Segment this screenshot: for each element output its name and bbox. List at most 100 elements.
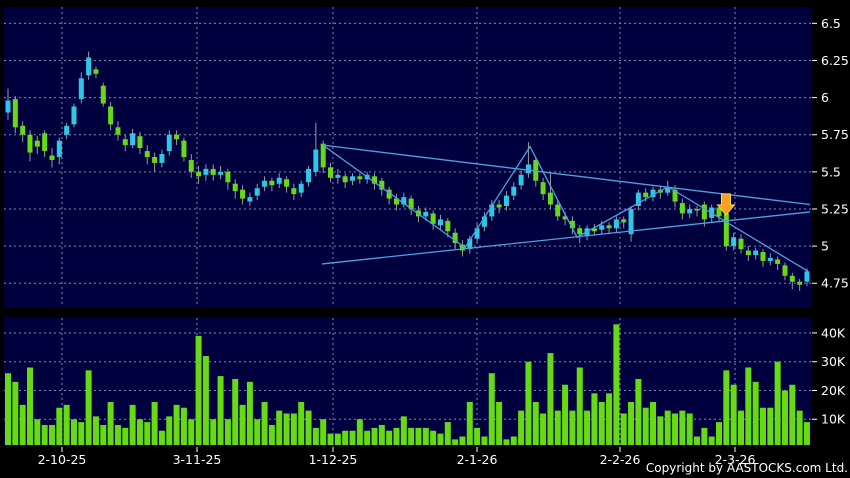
candle-down [269, 180, 275, 186]
candle-down [738, 238, 744, 250]
candle-down [196, 171, 202, 177]
volume-bar [613, 324, 620, 445]
volume-bar [781, 390, 788, 445]
volume-bar [364, 430, 371, 445]
candle-up [203, 168, 209, 175]
price-axis-label: 5.75 [821, 127, 849, 142]
candle-up [254, 188, 260, 196]
candle-up [218, 171, 224, 175]
zigzag-pattern-line [322, 144, 809, 272]
candle-down [430, 213, 436, 224]
candle-down [555, 204, 561, 217]
candle-down [137, 136, 143, 149]
volume-bar [48, 424, 55, 445]
volume-bar [759, 407, 766, 445]
volume-bar [305, 410, 312, 445]
candle-down [342, 176, 348, 183]
volume-bar [180, 407, 187, 445]
volume-bar [628, 401, 635, 445]
volume-bar [503, 439, 510, 445]
volume-bar [635, 378, 642, 445]
volume-bar [474, 427, 481, 445]
volume-bar [151, 401, 158, 445]
volume-bar [459, 436, 466, 445]
candle-down [716, 207, 722, 217]
candle-up [599, 225, 605, 230]
candle-down [393, 198, 399, 205]
candle-down [232, 183, 238, 192]
volume-bar [569, 410, 576, 445]
volume-bar [686, 413, 693, 445]
candle-down [533, 159, 539, 181]
volume-bar [664, 410, 671, 445]
volume-bar [224, 419, 231, 445]
volume-bar [92, 416, 99, 445]
candle-down [20, 125, 26, 135]
volume-bar [41, 424, 48, 445]
volume-bar [525, 361, 532, 445]
volume-bar [327, 433, 334, 445]
volume-bar [378, 424, 385, 445]
candle-down [108, 106, 114, 125]
candle-up [481, 216, 487, 227]
candle-up [804, 271, 810, 282]
volume-bar [789, 384, 796, 445]
date-axis-label: 3-11-25 [173, 452, 222, 467]
candle-up [401, 197, 407, 205]
candle-down [459, 244, 465, 251]
candle-down [372, 176, 377, 184]
candle-down [284, 179, 290, 187]
candle-up [628, 208, 634, 235]
volume-bar [371, 427, 378, 445]
date-axis-label: 2-2-26 [600, 452, 641, 467]
volume-bar [532, 401, 539, 445]
volume-bar [246, 381, 253, 445]
volume-bar [723, 370, 730, 445]
price-axis-label: 6.5 [821, 16, 841, 31]
date-axis-label: 2-1-26 [457, 452, 498, 467]
volume-bar [576, 367, 583, 445]
candle-up [130, 133, 136, 146]
candle-up [350, 176, 356, 181]
volume-bar [386, 430, 393, 445]
candle-down [12, 99, 18, 128]
candle-down [760, 252, 766, 261]
candle-down [775, 259, 781, 264]
volume-bar [217, 376, 224, 445]
volume-bar [452, 439, 459, 445]
volume-bar [144, 422, 151, 445]
volume-bar [202, 355, 209, 445]
volume-bar [716, 422, 723, 445]
volume-bar [70, 419, 77, 445]
candle-down [152, 157, 158, 163]
candle-down [210, 168, 216, 175]
volume-bar [107, 401, 114, 445]
volume-bar [591, 393, 598, 445]
price-axis-label: 4.75 [821, 276, 849, 291]
volume-bar [554, 410, 561, 445]
candle-down [496, 204, 502, 208]
volume-bar [796, 410, 803, 445]
volume-bar [12, 381, 19, 445]
volume-bar [239, 404, 246, 445]
candle-down [100, 85, 106, 104]
volume-bar [232, 378, 239, 445]
volume-bar [349, 430, 356, 445]
volume-bar [100, 424, 107, 445]
volume-bar [518, 410, 525, 445]
volume-bar [606, 393, 613, 445]
candle-down [745, 250, 751, 256]
volume-bar [444, 422, 451, 445]
volume-bar [210, 419, 217, 445]
volume-axis-label: 10K [821, 412, 846, 427]
candle-up [437, 219, 443, 226]
volume-bar [774, 361, 781, 445]
volume-bar [803, 422, 810, 445]
price-axis-label: 5.5 [821, 164, 841, 179]
candle-down [42, 133, 48, 152]
volume-bar [708, 436, 715, 445]
candle-down [672, 189, 678, 202]
candle-down [789, 275, 795, 282]
